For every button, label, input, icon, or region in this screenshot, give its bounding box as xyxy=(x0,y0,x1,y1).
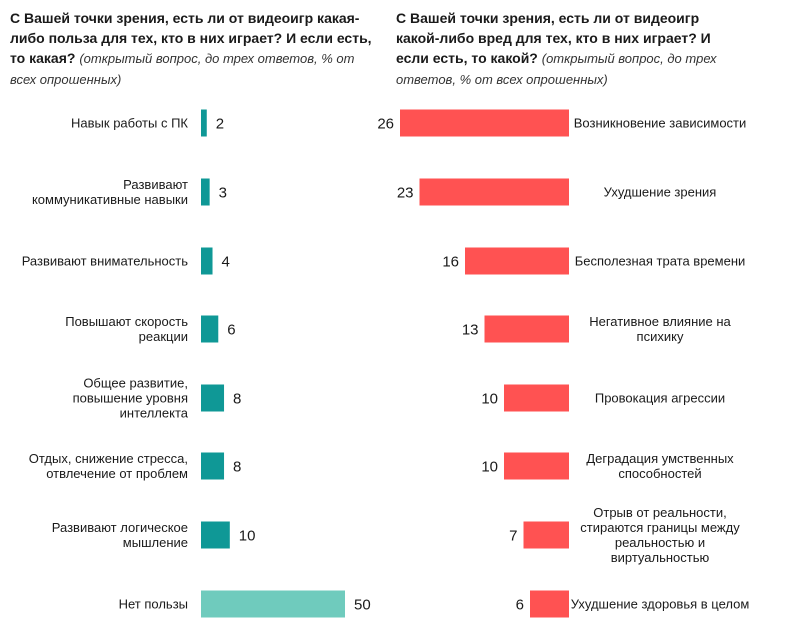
benefit-category-label-5: Отдых, снижение стресса, отвлечение от пр… xyxy=(29,451,188,481)
benefit-category-label-7: Нет пользы xyxy=(119,597,188,612)
harm-bar-2 xyxy=(465,247,569,275)
benefit-bar-6 xyxy=(201,521,230,549)
left-chart-title-note: (открытый вопрос, до трех ответов, % от … xyxy=(10,51,355,87)
benefit-value-label-1: 3 xyxy=(219,185,227,202)
benefit-bar-7 xyxy=(201,590,345,618)
benefit-value-label-2: 4 xyxy=(222,254,230,271)
right-chart-title-question: С Вашей точки зрения, есть ли от видеоиг… xyxy=(396,10,711,66)
benefit-category-label-1: Развивают коммуникативные навыки xyxy=(32,177,188,207)
harm-value-label-6: 7 xyxy=(509,528,517,545)
harm-value-label-5: 10 xyxy=(481,459,498,476)
benefit-bar-0 xyxy=(201,109,207,137)
harm-category-label-1: Ухудшение зрения xyxy=(604,185,717,200)
benefit-value-label-4: 8 xyxy=(233,391,241,408)
harm-category-label-2: Бесполезная трата времени xyxy=(575,254,746,269)
harm-bar-6 xyxy=(523,521,569,549)
harm-category-label-7: Ухудшение здоровья в целом xyxy=(571,597,750,612)
harm-category-label-0: Возникновение зависимости xyxy=(574,116,747,131)
harm-value-label-2: 16 xyxy=(442,254,459,271)
harm-bar-4 xyxy=(504,384,569,412)
harm-value-label-7: 6 xyxy=(516,597,524,614)
harm-bar-1 xyxy=(419,178,569,206)
benefit-bar-5 xyxy=(201,452,225,480)
benefit-category-label-0: Навык работы с ПК xyxy=(71,116,188,131)
harm-bar-3 xyxy=(484,315,569,343)
harm-category-label-5: Деградация умственных способностей xyxy=(586,451,734,481)
benefit-bar-1 xyxy=(201,178,210,206)
benefit-bar-2 xyxy=(201,247,213,275)
left-chart-title-question: С Вашей точки зрения, есть ли от видеоиг… xyxy=(10,10,372,66)
harm-value-label-1: 23 xyxy=(397,185,414,202)
right-chart-title-note: (открытый вопрос, до трех ответов, % от … xyxy=(396,51,717,87)
benefit-value-label-7: 50 xyxy=(354,597,371,614)
harm-category-label-4: Провокация агрессии xyxy=(595,391,725,406)
benefit-value-label-0: 2 xyxy=(216,116,224,133)
harm-value-label-0: 26 xyxy=(377,116,394,133)
benefit-bar-3 xyxy=(201,315,219,343)
benefit-category-label-2: Развивают внимательность xyxy=(22,254,189,269)
harm-category-label-6: Отрыв от реальности, стираются границы ме… xyxy=(580,505,740,565)
harm-bar-0 xyxy=(400,109,569,137)
harm-bar-7 xyxy=(530,590,569,618)
harm-value-label-3: 13 xyxy=(462,322,479,339)
left-chart-title: С Вашей точки зрения, есть ли от видеоиг… xyxy=(10,8,375,90)
benefit-category-label-3: Повышают скорость реакции xyxy=(65,314,188,344)
harm-value-label-4: 10 xyxy=(481,391,498,408)
benefit-value-label-6: 10 xyxy=(239,528,256,545)
harm-bar-5 xyxy=(504,452,569,480)
right-chart-title: С Вашей точки зрения, есть ли от видеоиг… xyxy=(396,8,736,90)
harm-category-label-3: Негативное влияние на психику xyxy=(589,314,731,344)
benefit-bar-4 xyxy=(201,384,225,412)
benefit-value-label-3: 6 xyxy=(227,322,235,339)
benefit-value-label-5: 8 xyxy=(233,459,241,476)
benefit-category-label-6: Развивают логическое мышление xyxy=(52,520,188,550)
benefit-category-label-4: Общее развитие, повышение уровня интеллект… xyxy=(73,376,189,421)
